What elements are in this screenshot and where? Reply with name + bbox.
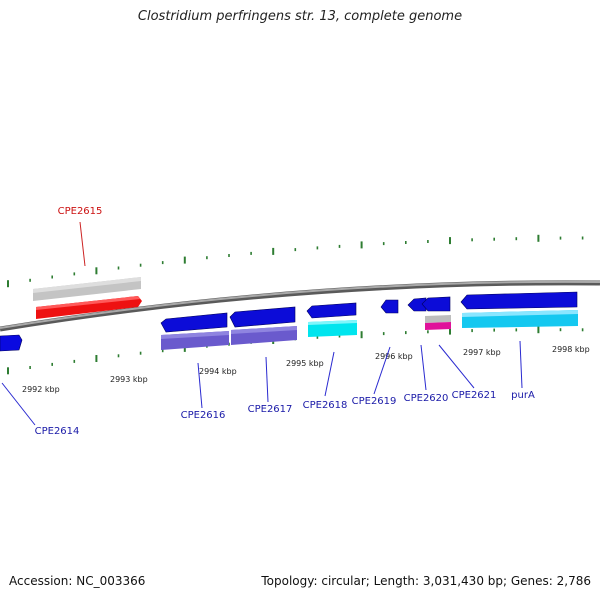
- tick-label-2994: 2994 kbp: [199, 367, 237, 376]
- tick-label-2998: 2998 kbp: [552, 345, 590, 354]
- label-cpe2614[interactable]: CPE2614: [35, 426, 80, 437]
- gene-cpe2621[interactable]: [421, 296, 451, 312]
- map-title: Clostridium perfringens str. 13, complet…: [137, 9, 463, 24]
- label-pura[interactable]: purA: [511, 390, 535, 401]
- gene-features: [0, 277, 578, 352]
- label-cpe2617[interactable]: CPE2617: [248, 404, 293, 415]
- tick-label-2992: 2992 kbp: [22, 385, 60, 394]
- label-cpe2616[interactable]: CPE2616: [181, 410, 226, 421]
- accession-text: Accession: NC_003366: [9, 574, 146, 588]
- leader-cpe2617: [265, 356, 269, 403]
- label-leader-lines: [1, 221, 523, 426]
- leader-cpe2614: [1, 382, 36, 426]
- tick-label-2995: 2995 kbp: [286, 359, 324, 368]
- gene-cpe2619[interactable]: [380, 299, 399, 314]
- tick-label-2996: 2996 kbp: [375, 352, 413, 361]
- label-cpe2618[interactable]: CPE2618: [303, 400, 348, 411]
- label-cpe2615[interactable]: CPE2615: [58, 206, 103, 217]
- leader-cpe2620: [420, 344, 427, 391]
- label-cpe2619[interactable]: CPE2619: [352, 396, 397, 407]
- leader-cpe2616: [197, 362, 203, 409]
- gene-cpe2617[interactable]: [229, 306, 297, 345]
- gene-cpe2615[interactable]: [33, 277, 142, 319]
- axis-tick-labels: 2992 kbp 2993 kbp 2994 kbp 2995 kbp 2996…: [22, 345, 590, 394]
- outer-ticks: [7, 234, 584, 288]
- tick-label-2993: 2993 kbp: [110, 375, 148, 384]
- gene-pura[interactable]: [460, 291, 578, 328]
- leader-cpe2621: [438, 344, 475, 389]
- genome-summary-text: Topology: circular; Length: 3,031,430 bp…: [261, 574, 591, 588]
- gene-labels: CPE2615 CPE2614 CPE2616 CPE2617 CPE2618 …: [35, 206, 535, 437]
- tick-label-2997: 2997 kbp: [463, 348, 501, 357]
- gene-cpe2616[interactable]: [160, 312, 229, 350]
- leader-cpe2619: [373, 346, 391, 395]
- leader-cpe2618: [324, 351, 335, 397]
- label-cpe2621[interactable]: CPE2621: [452, 390, 497, 401]
- label-cpe2620[interactable]: CPE2620: [404, 393, 449, 404]
- leader-cpe2615: [79, 221, 86, 267]
- gene-cpe2614[interactable]: [0, 334, 23, 352]
- leader-pura: [519, 340, 523, 389]
- genome-backbone: [0, 280, 600, 332]
- gene-cpe2618[interactable]: [306, 302, 357, 337]
